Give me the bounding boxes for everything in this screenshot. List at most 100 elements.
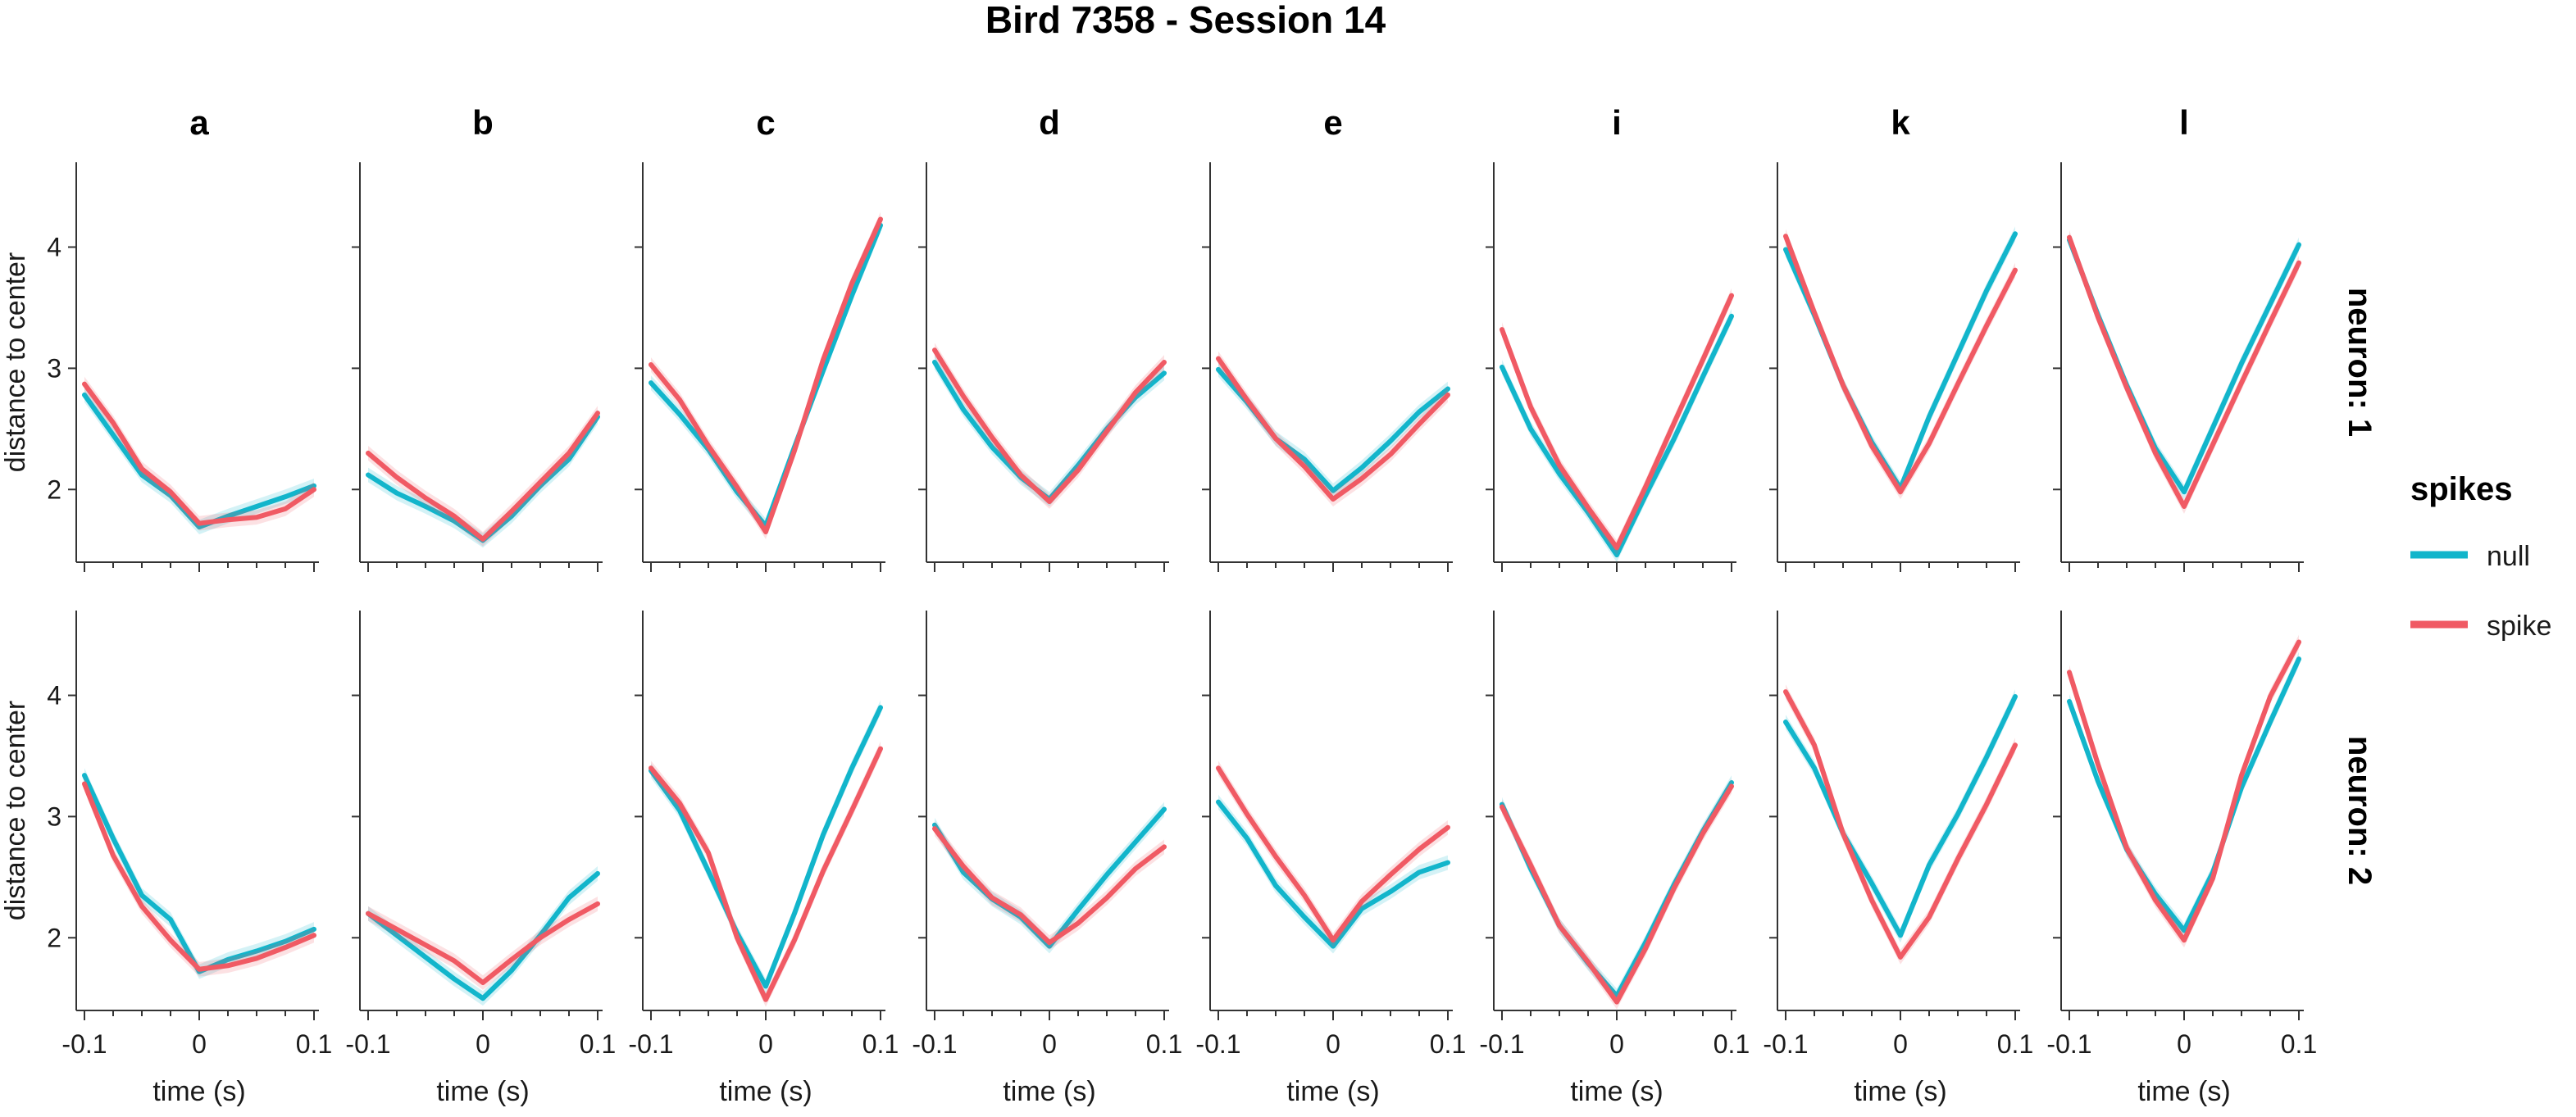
panel-a-row-2: 2 3 4 -0.1 0 0.1 time (s) distance to center <box>0 611 332 1107</box>
confidence-band-spike <box>1502 779 1732 1010</box>
panel-i-row-1 <box>1486 162 1736 572</box>
confidence-band-spike <box>935 821 1164 951</box>
x-tick-label: 0.1 <box>2281 1029 2317 1059</box>
panel-k-row-1 <box>1769 162 2020 572</box>
x-axis-label: time (s) <box>1286 1076 1379 1107</box>
x-tick-label: -0.1 <box>345 1029 390 1059</box>
x-tick-label: 0.1 <box>1430 1029 1466 1059</box>
series-line-spike <box>82 781 316 972</box>
series-line-null <box>649 705 883 989</box>
series-line-spike <box>649 216 883 535</box>
legend: spikes null spike <box>2410 471 2551 642</box>
panel-c-row-1 <box>635 162 885 572</box>
confidence-band-spike <box>1218 351 1448 506</box>
x-tick-label: 0 <box>1042 1029 1057 1059</box>
panel-i-row-2: -0.1 0 0.1 time (s) <box>1479 611 1750 1107</box>
panel-l-row-2: -0.1 0 0.1 time (s) <box>2046 611 2317 1107</box>
y-axis-label: distance to center <box>0 701 31 920</box>
confidence-band-null <box>1502 775 1732 1004</box>
x-tick-label: -0.1 <box>1479 1029 1524 1059</box>
series-line-null <box>1783 693 2018 938</box>
series-line-null <box>1216 799 1450 949</box>
facet-label-c: c <box>756 103 775 142</box>
y-tick-label: 3 <box>47 353 61 383</box>
series-line-spike <box>366 411 600 542</box>
x-axis-label: time (s) <box>1003 1076 1095 1107</box>
confidence-band-spike <box>368 406 598 547</box>
panel-e-row-2: -0.1 0 0.1 time (s) <box>1195 611 1466 1107</box>
series-line-null <box>2067 237 2301 495</box>
legend-label-null: null <box>2487 541 2530 572</box>
series-line-null <box>82 773 316 974</box>
panel-c-row-2: -0.1 0 0.1 time (s) <box>628 611 899 1107</box>
series-line-spike <box>1500 293 1734 551</box>
x-axis-label: time (s) <box>436 1076 529 1107</box>
series-line-null <box>1783 231 2018 491</box>
facet-label-e: e <box>1323 103 1342 142</box>
legend-title: spikes <box>2410 471 2513 507</box>
confidence-band-spike <box>84 776 314 977</box>
confidence-band-spike <box>935 343 1164 509</box>
confidence-band-spike <box>2069 229 2299 514</box>
series-line-null <box>1500 313 1734 558</box>
series-line-spike <box>649 746 883 1002</box>
x-tick-label: 0 <box>2177 1029 2191 1059</box>
panel-k-row-2: -0.1 0 0.1 time (s) <box>1763 611 2033 1107</box>
confidence-band-spike <box>1786 229 2015 500</box>
x-tick-label: 0 <box>1893 1029 1908 1059</box>
series-line-spike <box>1216 356 1450 502</box>
confidence-band-spike <box>1786 684 2015 965</box>
facet-label-k: k <box>1891 103 1910 142</box>
confidence-band-spike <box>84 376 314 531</box>
panel-b-row-1 <box>352 162 603 572</box>
x-tick-label: -0.1 <box>61 1029 107 1059</box>
x-axis-label: time (s) <box>1854 1076 1946 1107</box>
x-tick-label: 0 <box>1609 1029 1624 1059</box>
y-axis-label: distance to center <box>0 252 31 472</box>
facet-label-b: b <box>472 103 494 142</box>
confidence-band-spike <box>651 211 881 539</box>
confidence-band-null <box>935 355 1164 506</box>
series-line-spike <box>1783 689 2018 960</box>
x-tick-label: 0.1 <box>862 1029 899 1059</box>
x-tick-label: -0.1 <box>912 1029 957 1059</box>
confidence-band-spike <box>368 896 598 990</box>
panel-a-row-1: 2 3 4 distance to center <box>0 162 319 572</box>
x-tick-label: 0 <box>192 1029 207 1059</box>
x-tick-label: 0.1 <box>580 1029 616 1059</box>
series-line-spike <box>932 826 1167 946</box>
panel-d-row-1 <box>918 162 1169 572</box>
series-line-spike <box>1216 765 1450 943</box>
y-tick-label: 4 <box>47 233 61 262</box>
x-tick-label: 0.1 <box>1997 1029 2033 1059</box>
facet-label-d: d <box>1039 103 1060 142</box>
chart-title: Bird 7358 - Session 14 <box>985 0 1386 41</box>
series-line-spike <box>1783 234 2018 495</box>
x-tick-label: -0.1 <box>1195 1029 1240 1059</box>
confidence-band-null <box>1786 226 2015 496</box>
x-axis-label: time (s) <box>1570 1076 1663 1107</box>
y-tick-label: 2 <box>47 474 61 504</box>
series-line-null <box>366 870 600 1001</box>
x-axis-label: time (s) <box>719 1076 812 1107</box>
facet-label-i: i <box>1612 103 1622 142</box>
confidence-band-null <box>651 700 881 994</box>
series-line-null <box>2067 656 2301 933</box>
series-line-null <box>932 806 1167 949</box>
legend-label-spike: spike <box>2487 611 2551 642</box>
confidence-band-null <box>651 218 881 534</box>
facet-label-a: a <box>189 103 209 142</box>
facet-row-label-1: neuron: 1 <box>2342 288 2378 437</box>
facet-label-l: l <box>2179 103 2189 142</box>
panel-l-row-1 <box>2053 162 2304 572</box>
confidence-band-null <box>2069 232 2299 500</box>
y-tick-label: 2 <box>47 923 61 952</box>
panel-d-row-2: -0.1 0 0.1 time (s) <box>912 611 1182 1107</box>
x-tick-label: 0.1 <box>1714 1029 1750 1059</box>
panel-b-row-2: -0.1 0 0.1 time (s) <box>345 611 616 1107</box>
x-tick-label: 0.1 <box>296 1029 332 1059</box>
x-tick-label: 0 <box>758 1029 773 1059</box>
facet-grid: a b c d e i k l neuron: 1 neuron: 2 2 3 4 distance to… <box>0 103 2378 1107</box>
x-tick-label: 0.1 <box>1146 1029 1182 1059</box>
